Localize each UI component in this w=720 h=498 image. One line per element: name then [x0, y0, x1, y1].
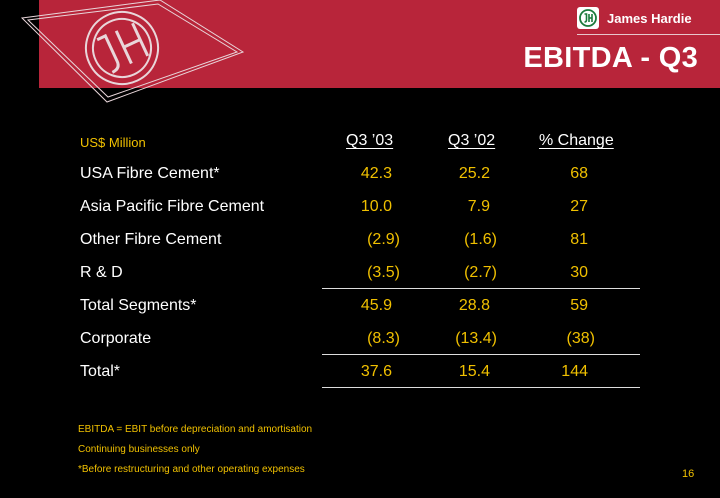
row-label: Asia Pacific Fibre Cement	[80, 198, 265, 215]
footnote: *Before restructuring and other operatin…	[78, 464, 305, 475]
table-row: Total* 37.6 15.4 144	[0, 363, 720, 385]
brand-name: James Hardie	[607, 10, 692, 26]
brand-lockup: James Hardie	[577, 6, 692, 30]
header-divider	[577, 34, 720, 35]
table-row: Corporate (8.3) (13.4) (38)	[0, 330, 720, 352]
value-pct-change: 81	[570, 231, 588, 248]
jh-emblem-logo	[20, 0, 245, 103]
value-q3-03: (2.9)	[367, 231, 400, 248]
units-label: US$ Million	[80, 135, 146, 150]
jh-logo-icon	[577, 7, 599, 29]
row-label: Total*	[80, 363, 121, 380]
row-label: USA Fibre Cement*	[80, 165, 220, 182]
value-q3-03: 45.9	[360, 297, 392, 314]
row-label: Corporate	[80, 330, 152, 347]
value-q3-03: (8.3)	[367, 330, 400, 347]
row-label: Total Segments*	[80, 297, 197, 314]
table-row: Asia Pacific Fibre Cement 10.0 7.9 27	[0, 198, 720, 220]
header-banner	[39, 0, 720, 88]
page-number: 16	[682, 468, 695, 480]
value-q3-03: 37.6	[360, 363, 392, 380]
row-label: R & D	[80, 264, 123, 281]
value-pct-change: 30	[570, 264, 588, 281]
slide-title: EBITDA - Q3	[523, 42, 698, 74]
table-bottom-rule	[322, 387, 640, 388]
value-pct-change: (38)	[566, 330, 595, 347]
col-header-q3-02: Q3 ’02	[448, 132, 496, 149]
footnote: EBITDA = EBIT before depreciation and am…	[78, 424, 313, 435]
value-q3-02: (13.4)	[455, 330, 497, 347]
value-q3-03: 10.0	[360, 198, 392, 215]
value-q3-02: 25.2	[458, 165, 490, 182]
table-row: Total Segments* 45.9 28.8 59	[0, 297, 720, 319]
value-q3-03: 42.3	[360, 165, 392, 182]
value-pct-change: 144	[561, 363, 588, 380]
col-header-q3-03: Q3 ’03	[346, 132, 394, 149]
value-pct-change: 27	[570, 198, 588, 215]
value-pct-change: 59	[570, 297, 588, 314]
col-header-pct-change: % Change	[539, 132, 614, 149]
value-q3-02: 28.8	[458, 297, 490, 314]
value-pct-change: 68	[570, 165, 588, 182]
value-q3-02: 15.4	[458, 363, 490, 380]
value-q3-02: (1.6)	[464, 231, 497, 248]
total-divider	[322, 354, 640, 355]
value-q3-02: (2.7)	[464, 264, 497, 281]
footnote: Continuing businesses only	[78, 444, 200, 455]
value-q3-02: 7.9	[467, 198, 490, 215]
table-row: R & D (3.5) (2.7) 30	[0, 264, 720, 286]
subtotal-divider	[322, 288, 640, 289]
table-row: Other Fibre Cement (2.9) (1.6) 81	[0, 231, 720, 253]
value-q3-03: (3.5)	[367, 264, 400, 281]
table-row: USA Fibre Cement* 42.3 25.2 68	[0, 165, 720, 187]
row-label: Other Fibre Cement	[80, 231, 222, 248]
